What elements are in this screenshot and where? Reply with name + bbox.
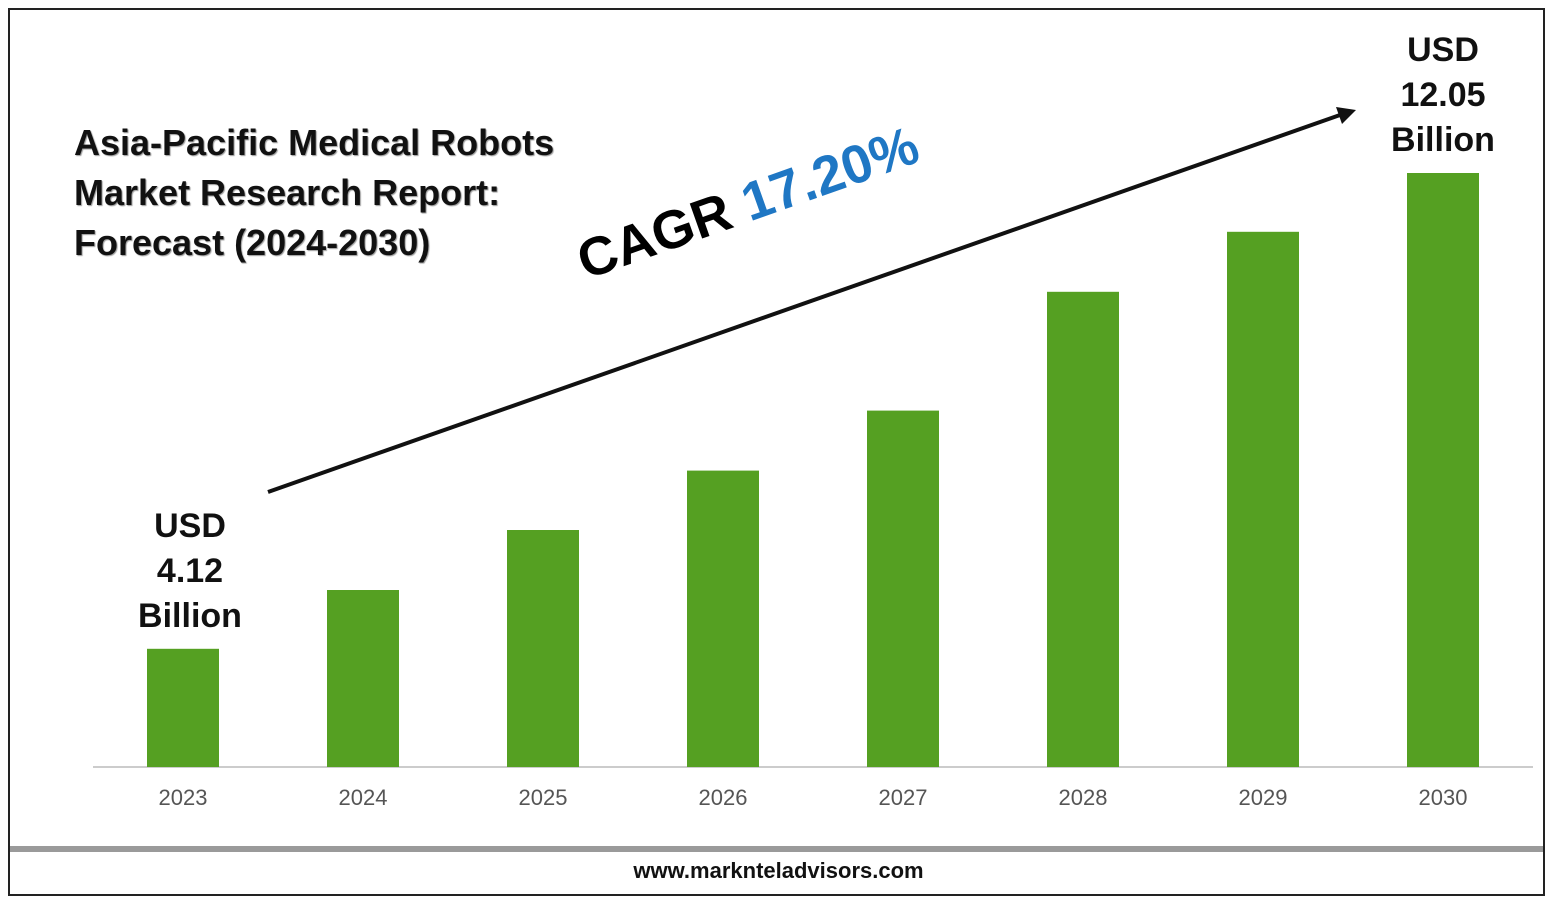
x-tick-label: 2024	[339, 785, 388, 810]
x-tick-label: 2023	[159, 785, 208, 810]
value-label: USD 12.05 Billion	[1391, 31, 1495, 159]
x-tick-label: 2029	[1239, 785, 1288, 810]
chart-title: Asia-Pacific Medical Robots Market Resea…	[74, 122, 555, 263]
value-label: USD 4.12 Billion	[138, 506, 242, 635]
footer: www.marknteladvisors.com	[633, 858, 924, 883]
x-tick-label: 2028	[1059, 785, 1108, 810]
bar	[1047, 291, 1119, 767]
footer-bar	[10, 846, 1543, 852]
bar	[1407, 173, 1479, 767]
bar	[1227, 231, 1299, 768]
frame	[8, 8, 1545, 896]
bar	[867, 410, 939, 767]
x-tick-label: 2030	[1419, 785, 1468, 810]
bar	[147, 648, 219, 767]
trend-arrow	[267, 113, 1341, 494]
bar	[327, 590, 399, 767]
x-tick-label: 2025	[519, 785, 568, 810]
bar	[687, 470, 759, 767]
x-tick-label: 2027	[879, 785, 928, 810]
x-tick-label: 2026	[699, 785, 748, 810]
bar	[507, 530, 579, 767]
arrow-head	[1336, 107, 1356, 124]
